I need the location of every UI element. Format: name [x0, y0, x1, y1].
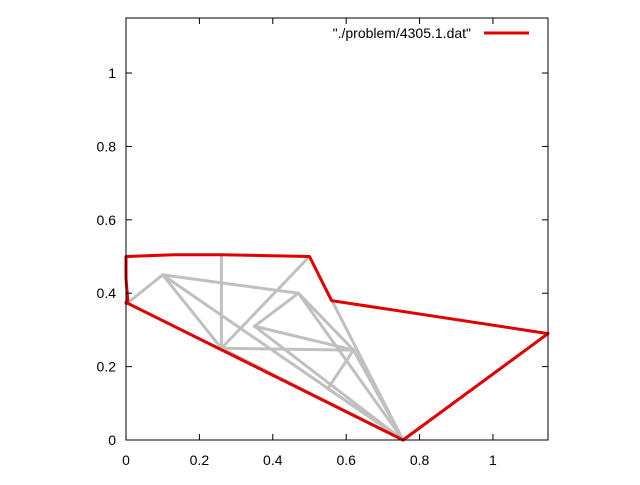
x-tick-label-0: 0	[122, 452, 130, 468]
y-tick-label-1: 0.2	[97, 359, 117, 375]
ticks-layer: 0 0.2 0.4 0.6 0.8 1 0 0.2 0.4 0.6 0.8 1	[97, 18, 548, 468]
mesh-edge-8	[252, 291, 300, 328]
mesh-edge-11	[296, 291, 356, 352]
y-tick-label-5: 1	[108, 65, 116, 81]
mesh-edge-15	[352, 348, 405, 442]
legend-label: "./problem/4305.1.dat"	[333, 25, 471, 41]
mesh-edge-16	[326, 387, 405, 442]
mesh-edge-5	[219, 255, 311, 350]
mesh-edge-13	[296, 291, 405, 442]
x-tick-label-3: 0.6	[336, 452, 356, 468]
mesh-edge-1	[161, 273, 223, 350]
y-tick-label-2: 0.4	[97, 285, 117, 301]
series-line-0	[124, 253, 550, 442]
x-tick-label-1: 0.2	[190, 452, 210, 468]
plot-frame	[125, 17, 549, 441]
y-tick-label-4: 0.8	[97, 138, 117, 154]
series-layer	[124, 253, 550, 442]
legend: "./problem/4305.1.dat"	[333, 25, 529, 41]
mesh-edge-0	[124, 273, 165, 306]
y-tick-label-3: 0.6	[97, 212, 117, 228]
x-tick-label-4: 0.8	[410, 452, 430, 468]
mesh-edge-14	[326, 348, 356, 391]
mesh-edge-6	[219, 346, 356, 352]
x-tick-label-5: 1	[489, 452, 497, 468]
mesh-layer	[124, 255, 550, 442]
mesh-edge-10	[252, 324, 405, 442]
x-tick-label-2: 0.4	[263, 452, 283, 468]
y-tick-label-0: 0	[108, 432, 116, 448]
